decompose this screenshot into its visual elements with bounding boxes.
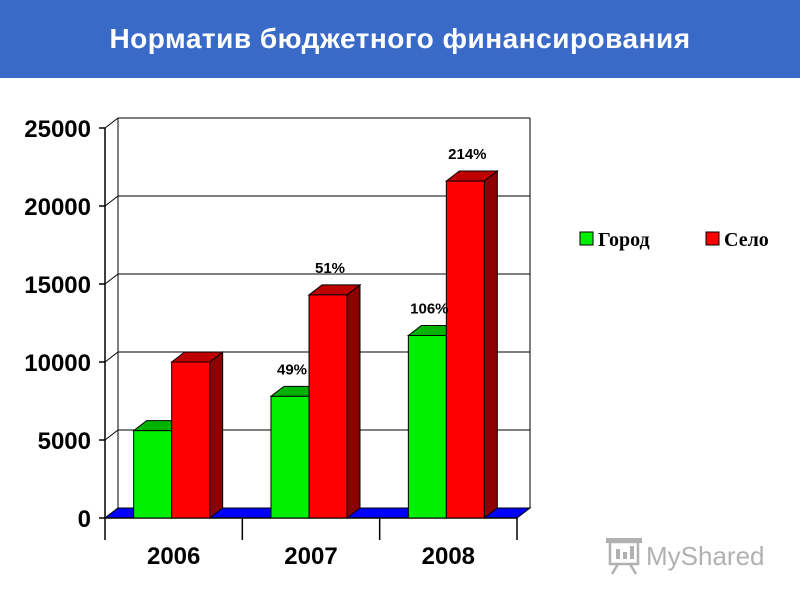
gridline-side (104, 273, 119, 285)
bar-side (209, 350, 224, 520)
legend-swatch (579, 231, 594, 246)
bar-chart: 0 5000 10000 15000 20000 25000 49% 51% 106% 214%… (24, 116, 769, 575)
x-tick-label: 2006 (147, 543, 200, 570)
bar (308, 294, 348, 519)
data-label: 49% (277, 361, 307, 378)
gridline-side (104, 351, 119, 363)
bar (407, 334, 447, 519)
presentation-board-icon (606, 538, 642, 575)
y-tick-label: 10000 (24, 350, 91, 377)
data-label: 51% (315, 260, 345, 277)
data-label: 214% (448, 146, 486, 163)
title-bar: Норматив бюджетного финансирования (0, 0, 800, 78)
x-axis: 2006 2007 2008 (104, 518, 518, 570)
legend-swatch (705, 231, 720, 246)
bar-side (483, 170, 498, 520)
gridline-side (104, 195, 119, 207)
y-tick-label: 0 (78, 506, 91, 533)
page-title: Норматив бюджетного финансирования (109, 23, 691, 54)
bar (133, 430, 173, 519)
watermark-text: MyShared (646, 541, 765, 571)
gridline-side (104, 117, 119, 129)
y-tick-label: 15000 (24, 272, 91, 299)
y-tick-label: 25000 (24, 116, 91, 143)
bars-layer (132, 170, 499, 520)
bar (171, 361, 211, 519)
watermark: MyShared (606, 538, 765, 575)
bar (445, 180, 485, 519)
y-tick-label: 5000 (38, 428, 91, 455)
bar (270, 395, 310, 519)
x-tick-label: 2007 (284, 543, 337, 570)
data-label: 106% (410, 300, 448, 317)
y-tick-label: 20000 (24, 194, 91, 221)
legend: Город Село (579, 229, 769, 251)
legend-label: Село (724, 229, 769, 251)
bar-side (346, 283, 361, 520)
legend-label: Город (598, 229, 650, 251)
x-tick-label: 2008 (422, 543, 475, 570)
gridline-side (104, 429, 119, 441)
data-labels-layer: 49% 51% 106% 214% (277, 146, 487, 378)
